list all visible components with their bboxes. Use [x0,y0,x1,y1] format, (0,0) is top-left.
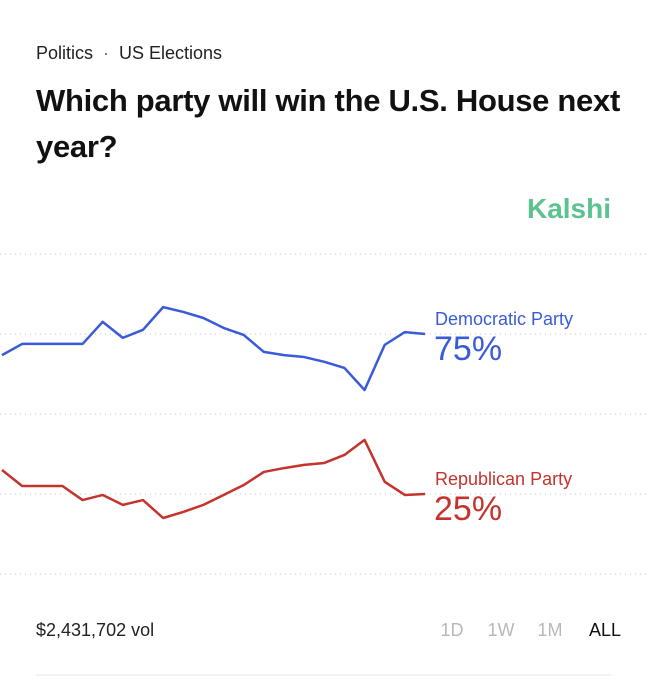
line [1,438,426,520]
legend-label: Republican Party [435,469,572,489]
brand: Kalshi [527,193,611,224]
breadcrumb-item[interactable]: US Elections [119,43,223,63]
value-label: 25% [434,490,502,528]
range-button[interactable]: 1W [488,620,515,640]
breadcrumb: Politics · US Elections [36,43,223,63]
line [1,305,426,392]
legend-label: Democratic Party [435,309,573,329]
volume: $2,431,702 vol [36,620,154,640]
range-button[interactable]: 1M [537,620,562,640]
breadcrumb-item[interactable]: Politics [36,43,94,63]
chart-title: Which party will win the U.S. House next… [36,83,620,164]
value-label: 75% [434,330,502,368]
range-button[interactable]: ALL [589,620,621,640]
range-button[interactable]: 1D [440,620,463,640]
